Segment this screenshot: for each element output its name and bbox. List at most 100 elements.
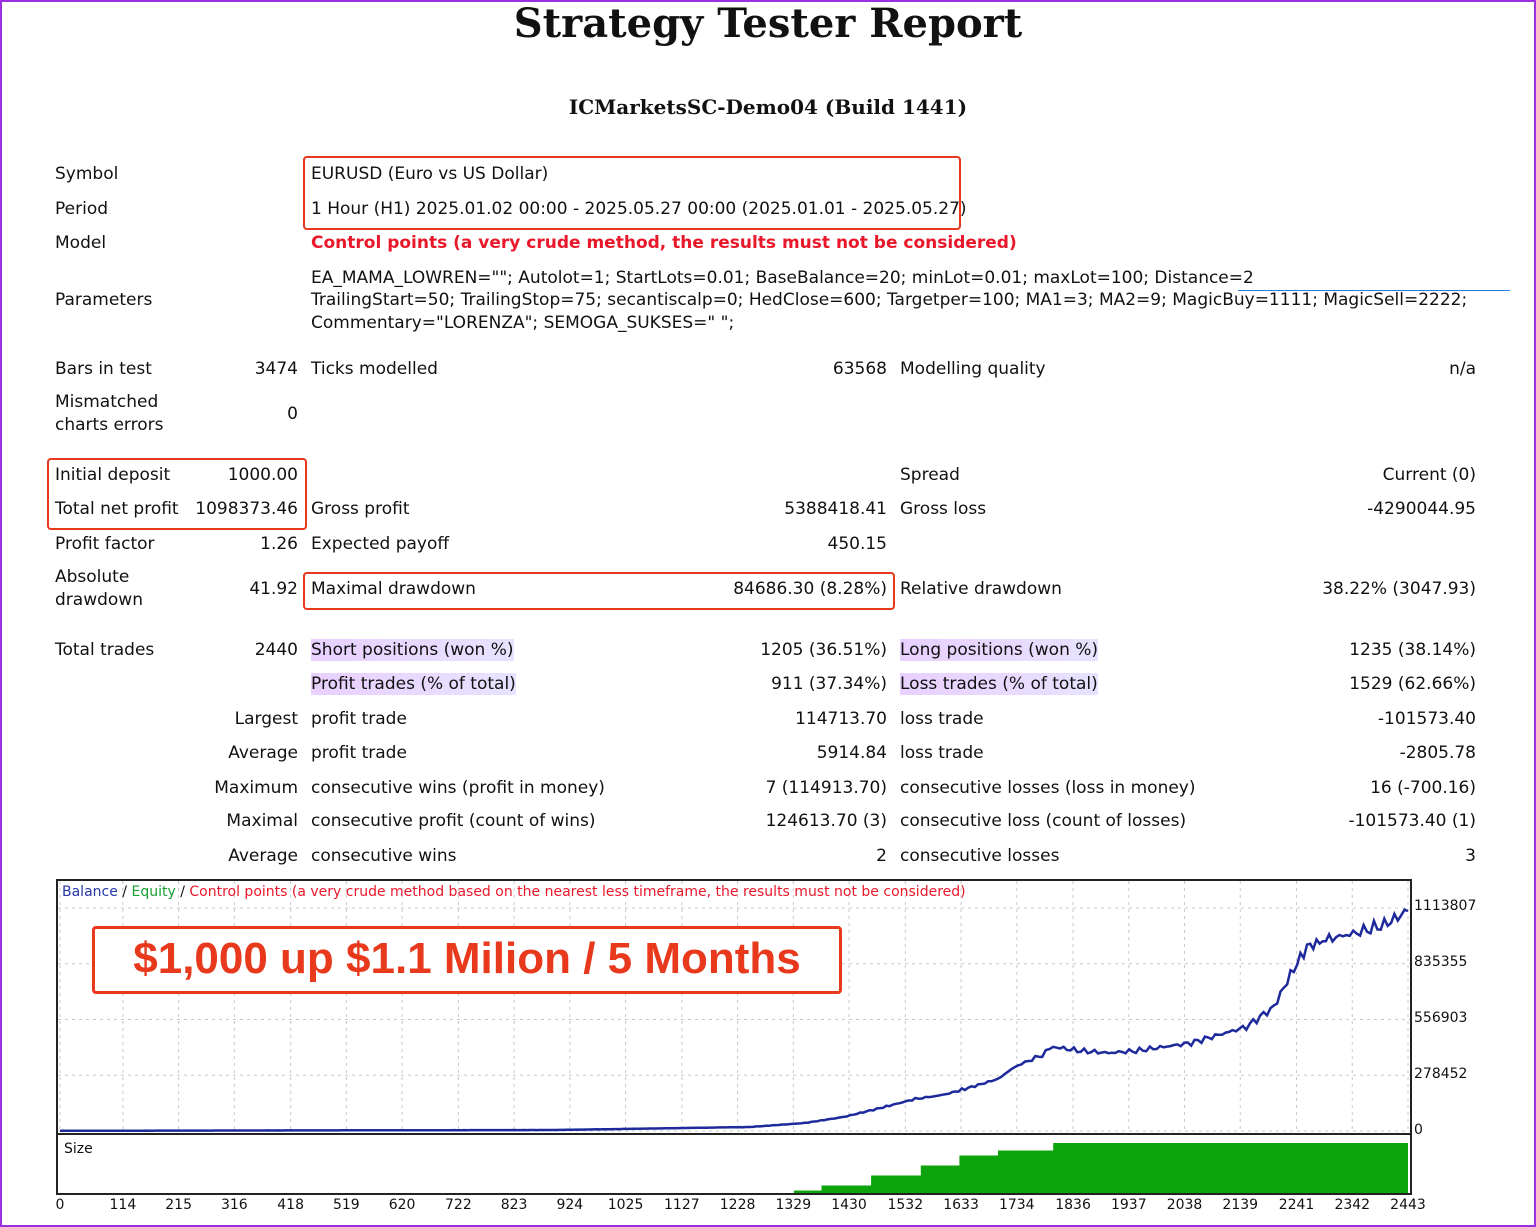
x-tick-label: 722 [445,1197,472,1213]
initial-deposit-label: Initial deposit [55,465,171,485]
maximal-drawdown-value: 84686.30 (8.28%) [733,579,887,599]
balance-chart [56,879,1412,1135]
average-loss-label: loss trade [900,743,984,763]
size-label: Size [64,1141,93,1157]
legend-control-points: Control points (a very crude method base… [189,884,966,900]
maximal-consecutive-loss-label: consecutive loss (count of losses) [900,811,1187,831]
legend-separator: / [175,884,190,900]
y-tick-label: 0 [1414,1122,1423,1138]
model-value: Control points (a very crude method, the… [311,233,1017,253]
x-tick-label: 316 [220,1197,248,1213]
x-tick-label: 215 [165,1197,192,1213]
mismatch-label: Mismatched [55,392,159,412]
avg-consecutive-losses-label: consecutive losses [900,846,1060,866]
period-label: Period [55,199,109,219]
size-series-area [60,1143,1408,1193]
legend-separator: / [117,884,132,900]
maximal-label: Maximal [226,811,298,831]
promo-banner: $1,000 up $1.1 Milion / 5 Months [92,926,842,994]
loss-trades-label: Loss trades (% of total) [900,673,1098,695]
x-tick-label: 2443 [1390,1197,1426,1213]
x-tick-label: 1937 [1110,1197,1147,1213]
x-tick-label: 823 [500,1197,528,1213]
x-tick-label: 1532 [887,1197,924,1213]
profit-factor-value: 1.26 [260,534,298,554]
long-positions-value: 1235 (38.14%) [1349,640,1476,660]
short-positions-value: 1205 (36.51%) [760,640,887,660]
largest-profit-label: profit trade [311,709,407,729]
largest-profit-value: 114713.70 [795,709,887,729]
y-tick-label: 278452 [1414,1066,1468,1082]
x-tick-label: 0 [55,1197,65,1213]
quality-label: Modelling quality [900,359,1046,379]
parameters-line: EA_MAMA_LOWREN=""; Autolot=1; StartLots=… [311,268,1254,288]
server-build: ICMarketsSC-Demo04 (Build 1441) [568,95,968,119]
relative-drawdown-value: 38.22% (3047.93) [1322,579,1476,599]
x-tick-label: 114 [109,1197,137,1213]
x-tick-label: 2241 [1278,1197,1315,1213]
parameters-line: TrailingStart=50; TrailingStop=75; secan… [311,290,1468,310]
max-consecutive-losses-value: 16 (-700.16) [1370,778,1476,798]
avg-consecutive-wins-value: 2 [876,846,887,866]
gross-profit-label: Gross profit [311,499,410,519]
y-tick-label: 835355 [1414,954,1468,970]
x-tick-label: 1329 [775,1197,812,1213]
absolute-drawdown-label: Absolute [55,567,130,587]
period-value: 1 Hour (H1) 2025.01.02 00:00 - 2025.05.2… [311,199,967,219]
avg-consecutive-wins-label: consecutive wins [311,846,457,866]
chart-legend: Balance / Equity / Control points (a ver… [62,884,966,900]
spread-value: Current (0) [1382,465,1476,485]
x-tick-label: 519 [332,1197,360,1213]
size-chart: Size [56,1133,1412,1195]
maximal-consecutive-profit-value: 124613.70 (3) [765,811,887,831]
expected-payoff-value: 450.15 [827,534,887,554]
ticks-label: Ticks modelled [311,359,438,379]
maximal-consecutive-profit-label: consecutive profit (count of wins) [311,811,596,831]
parameters-label: Parameters [55,290,153,310]
bars-value: 3474 [254,359,298,379]
total-trades-label: Total trades [55,640,155,660]
gross-profit-value: 5388418.41 [784,499,887,519]
max-consecutive-wins-value: 7 (114913.70) [765,778,887,798]
average-profit-value: 5914.84 [816,743,887,763]
gross-loss-label: Gross loss [900,499,987,519]
legend-equity: Equity [131,884,176,900]
profit-factor-label: Profit factor [55,534,155,554]
balance-series-line [60,908,1409,1133]
x-tick-label: 1633 [943,1197,979,1213]
largest-label: Largest [234,709,298,729]
largest-loss-label: loss trade [900,709,984,729]
mismatch-value: 0 [287,404,298,424]
net-profit-value: 1098373.46 [195,499,298,519]
max-consecutive-losses-label: consecutive losses (loss in money) [900,778,1196,798]
ticks-value: 63568 [832,359,887,379]
short-positions-label: Short positions (won %) [311,639,514,661]
net-profit-label: Total net profit [55,499,179,519]
x-tick-label: 1228 [719,1197,756,1213]
legend-balance: Balance [62,884,118,900]
x-tick-label: 924 [556,1197,584,1213]
absolute-drawdown-value: 41.92 [249,579,298,599]
mismatch-label-2: charts errors [55,415,164,435]
x-tick-label: 1127 [664,1197,700,1213]
average-profit-label: profit trade [311,743,407,763]
maximal-drawdown-label: Maximal drawdown [311,579,476,599]
profit-trades-value: 911 (37.34%) [771,674,887,694]
x-tick-label: 620 [388,1197,416,1213]
symbol-value: EURUSD (Euro vs US Dollar) [311,164,549,184]
average-label: Average [228,743,298,763]
total-trades-value: 2440 [254,640,298,660]
profit-trades-label: Profit trades (% of total) [311,673,516,695]
y-tick-label: 556903 [1414,1010,1468,1026]
balance-chart-svg [58,881,1410,1133]
parameters-line: Commentary="LORENZA"; SEMOGA_SUKSES=" "; [311,313,735,333]
maximal-consecutive-loss-value: -101573.40 (1) [1348,811,1476,831]
average-consecutive-label: Average [228,846,298,866]
model-label: Model [55,233,107,253]
loss-trades-value: 1529 (62.66%) [1349,674,1476,694]
avg-consecutive-losses-value: 3 [1465,846,1476,866]
x-tick-label: 418 [277,1197,305,1213]
x-tick-label: 2038 [1166,1197,1203,1213]
absolute-drawdown-label-2: drawdown [55,590,143,610]
largest-loss-value: -101573.40 [1377,709,1476,729]
